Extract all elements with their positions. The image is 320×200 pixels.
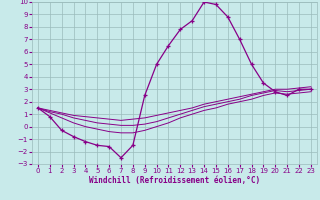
X-axis label: Windchill (Refroidissement éolien,°C): Windchill (Refroidissement éolien,°C) [89,176,260,185]
